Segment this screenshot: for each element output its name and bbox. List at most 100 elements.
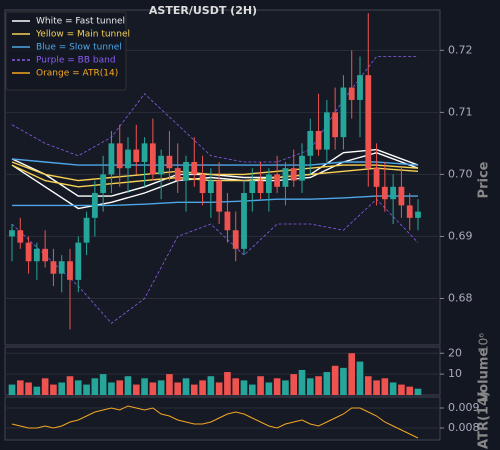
y-tick-label: 0.68	[448, 291, 473, 304]
volume-bar	[124, 376, 132, 395]
volume-bar	[182, 378, 190, 395]
candle-body	[373, 168, 380, 187]
volume-bar	[58, 382, 66, 395]
candle-body	[290, 168, 297, 181]
volume-bar	[25, 382, 32, 395]
y-axis-label: ATR(14)	[477, 391, 492, 449]
candle-body	[125, 149, 131, 169]
volume-bar	[273, 378, 281, 395]
indicator-line	[11, 56, 418, 163]
candle-body	[67, 261, 73, 280]
candle-body	[149, 143, 156, 175]
y-tick-label: 10	[448, 367, 462, 380]
volume-bar	[41, 378, 49, 395]
atr-line	[11, 405, 419, 439]
legend-label: Yellow = Main tunnel	[35, 30, 130, 40]
candle-body	[340, 87, 347, 138]
candle-body	[365, 75, 372, 169]
candle-body	[207, 180, 214, 194]
candle-body	[406, 205, 413, 218]
volume-bar	[99, 374, 107, 395]
candle-body	[166, 155, 173, 169]
candle-body	[274, 174, 281, 187]
volume-bar	[373, 380, 380, 395]
volume-bar	[190, 384, 198, 395]
volume-bar	[398, 384, 405, 395]
candle-body	[141, 143, 148, 162]
candle-body	[398, 186, 405, 206]
candle-body	[183, 161, 189, 181]
y-axis-label: Volume	[477, 348, 492, 403]
volume-bar	[323, 372, 331, 395]
indicator-line	[11, 158, 419, 166]
volume-bar	[215, 382, 223, 395]
volume-bar	[157, 380, 165, 395]
candle-body	[357, 75, 363, 100]
candle-body	[42, 248, 49, 262]
volume-bar	[282, 380, 289, 395]
candle-body	[216, 180, 223, 212]
volume-bar	[406, 386, 414, 395]
candle-body	[390, 186, 397, 200]
candle-body	[9, 230, 15, 237]
volume-bar	[257, 376, 264, 395]
y-tick-label: 0.008	[448, 421, 480, 434]
volume-bar	[414, 388, 422, 395]
candle-body	[348, 87, 355, 100]
candle-body	[249, 180, 256, 194]
legend-label: White = Fast tunnel	[36, 17, 125, 27]
candle-body	[282, 168, 289, 187]
candle-body	[299, 155, 305, 181]
volume-bar	[240, 380, 248, 395]
candle-body	[332, 112, 339, 138]
volume-bar	[8, 384, 16, 395]
candle-body	[133, 149, 140, 162]
volume-bar	[83, 384, 90, 395]
candle-body	[50, 261, 57, 274]
candle-body	[265, 174, 272, 194]
volume-bar	[207, 376, 215, 395]
volume-bar	[265, 382, 273, 395]
volume-bar	[315, 376, 322, 395]
legend-label: Purple = BB band	[36, 56, 116, 66]
volume-bar	[356, 361, 364, 395]
y-tick-label: 20	[448, 346, 462, 359]
volume-bar	[340, 367, 347, 395]
volume-bar	[389, 382, 397, 395]
legend-label: Blue = Slow tunnel	[36, 43, 122, 53]
volume-bar	[16, 380, 24, 395]
volume-bar	[149, 382, 157, 395]
y-tick-label: 0.71	[448, 105, 473, 118]
y-tick-label: 0.69	[448, 229, 473, 242]
candle-body	[91, 193, 98, 218]
volume-bar	[74, 380, 82, 395]
offset-label: 10⁶	[477, 333, 491, 353]
y-tick-label: 0.009	[448, 401, 480, 414]
candle-body	[33, 248, 40, 262]
volume-bar	[33, 386, 41, 395]
volume-bar	[141, 378, 148, 395]
candle-body	[174, 168, 181, 181]
volume-bar	[199, 380, 206, 395]
candle-body	[17, 230, 24, 243]
candle-body	[108, 143, 115, 175]
candle-body	[116, 143, 123, 169]
volume-bar	[331, 365, 339, 395]
candle-body	[307, 130, 314, 156]
volume-bar	[66, 376, 74, 395]
candle-body	[415, 211, 421, 218]
atr-panel	[4, 396, 441, 441]
candle-body	[241, 193, 247, 249]
y-tick-label: 0.72	[448, 43, 473, 56]
candle-body	[315, 130, 322, 150]
chart-title: ASTER/USDT (2H)	[149, 4, 257, 17]
volume-bar	[116, 380, 124, 395]
candle-body	[158, 155, 165, 175]
candle-body	[381, 186, 388, 200]
volume-bar	[224, 372, 231, 395]
volume-bar	[381, 378, 389, 395]
volume-bar	[132, 384, 140, 395]
volume-bar	[348, 353, 356, 395]
candle-body	[25, 242, 32, 262]
candle-body	[83, 217, 90, 243]
